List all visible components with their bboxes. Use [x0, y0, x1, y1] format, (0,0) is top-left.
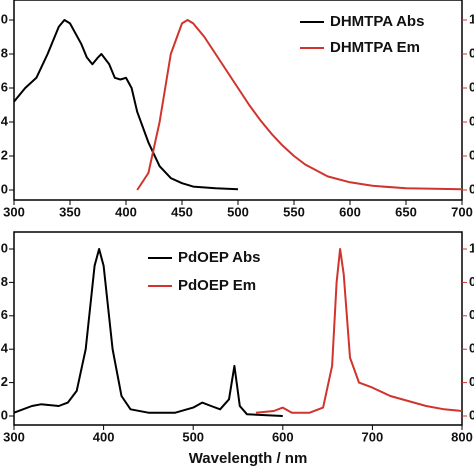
y-tick-label: 0.4 [0, 341, 9, 356]
y-tick-label: 0.2 [0, 374, 8, 389]
y2-tick-label: 1.0 [469, 240, 474, 255]
y-tick-label: 0.6 [0, 307, 8, 322]
plot-frame [13, 231, 463, 426]
x-axis-label: Wavelength / nm [189, 450, 308, 467]
x-tick-label: 400 [115, 204, 137, 219]
y2-tick-label: 0.6 [469, 307, 474, 322]
line-series [255, 248, 463, 414]
x-tick-label: 800 [451, 429, 473, 444]
y2-tick-label: 0 [469, 407, 474, 422]
legend-label: PdOEP Em [178, 277, 256, 294]
y2-tick-label: 0.2 [469, 374, 474, 389]
y-tick-label: 0 [1, 407, 8, 422]
x-tick-label: 600 [272, 429, 294, 444]
x-tick-label: 450 [171, 204, 193, 219]
y-tick-label: 0 [1, 181, 8, 196]
y2-tick-label: 0.8 [469, 45, 474, 60]
y2-tick-label: 1.0 [469, 11, 474, 26]
x-tick-label: 600 [339, 204, 361, 219]
line-series [13, 248, 283, 417]
line-series [13, 19, 239, 191]
y-tick-label: 0.4 [0, 113, 9, 128]
y2-tick-label: 0.4 [469, 113, 474, 128]
y2-tick-label: 0.2 [469, 147, 474, 162]
x-tick-label: 400 [93, 429, 115, 444]
plot-frame [13, 0, 463, 201]
y-tick-label: 1.0 [0, 240, 8, 255]
x-tick-label: 550 [283, 204, 305, 219]
y2-tick-label: 0.8 [469, 274, 474, 289]
y-tick-label: 0.8 [0, 45, 8, 60]
x-tick-label: 650 [395, 204, 417, 219]
x-tick-label: 300 [3, 204, 25, 219]
y2-tick-label: 0.4 [469, 341, 474, 356]
x-tick-label: 700 [362, 429, 384, 444]
y-tick-label: 0.6 [0, 79, 8, 94]
y2-tick-label: 0.6 [469, 79, 474, 94]
y-tick-label: 0.2 [0, 147, 8, 162]
y-tick-label: 1.0 [0, 11, 8, 26]
x-tick-label: 500 [182, 429, 204, 444]
legend-label: DHMTPA Em [330, 39, 420, 56]
y-tick-label: 0.8 [0, 274, 8, 289]
legend-label: PdOEP Abs [178, 249, 261, 266]
x-tick-label: 700 [451, 204, 473, 219]
x-tick-label: 350 [59, 204, 81, 219]
y2-tick-label: 0 [469, 181, 474, 196]
legend-label: DHMTPA Abs [330, 13, 424, 30]
line-series [136, 19, 463, 191]
x-tick-label: 300 [3, 429, 25, 444]
x-tick-label: 500 [227, 204, 249, 219]
